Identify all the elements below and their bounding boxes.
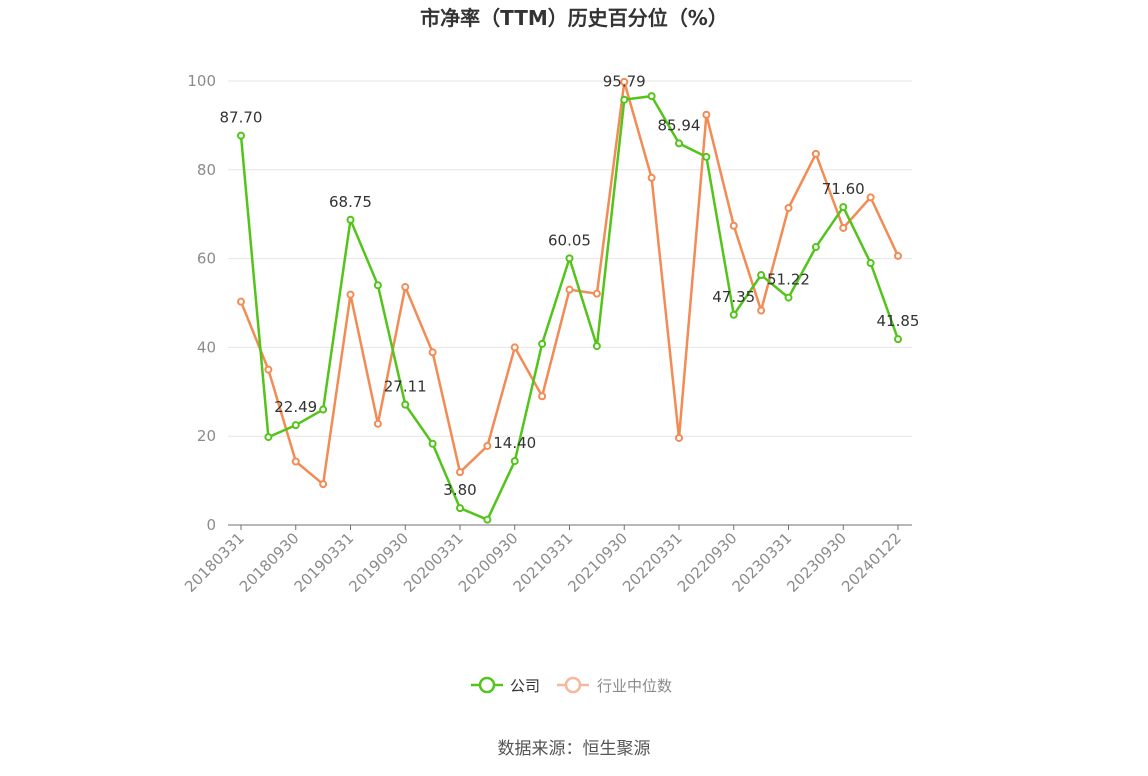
data-point[interactable] — [620, 95, 629, 104]
legend-label: 公司 — [510, 677, 540, 695]
x-axis: 2018033120180930201903312019093020200331… — [181, 524, 912, 596]
data-point[interactable] — [264, 365, 273, 374]
data-point[interactable] — [291, 421, 300, 430]
y-tick-label: 100 — [187, 72, 216, 90]
data-point[interactable] — [319, 480, 328, 489]
y-tick-label: 60 — [197, 250, 216, 268]
data-point[interactable] — [428, 439, 437, 448]
data-point[interactable] — [894, 335, 902, 344]
legend-marker — [564, 676, 582, 694]
x-tick-label: 20240122 — [838, 529, 905, 596]
data-label: 95.79 — [603, 73, 646, 91]
data-label: 68.75 — [329, 193, 372, 211]
data-label: 71.60 — [822, 180, 865, 198]
data-point[interactable] — [456, 468, 464, 477]
data-label: 41.85 — [877, 312, 920, 330]
data-label: 27.11 — [384, 378, 427, 396]
series-lines — [239, 80, 900, 521]
data-point[interactable] — [647, 173, 656, 182]
legend-item-1[interactable]: 行业中位数 — [557, 676, 672, 695]
data-point[interactable] — [538, 392, 547, 401]
data-point[interactable] — [565, 285, 574, 294]
data-point[interactable] — [319, 405, 328, 414]
data-label: 87.70 — [220, 109, 263, 127]
y-tick-label: 0 — [206, 516, 216, 534]
y-tick-label: 40 — [197, 338, 216, 356]
data-label: 85.94 — [658, 116, 701, 134]
data-point[interactable] — [401, 283, 410, 292]
data-label: 47.35 — [712, 288, 755, 306]
data-point[interactable] — [702, 110, 711, 119]
data-point[interactable] — [291, 457, 300, 466]
data-point[interactable] — [894, 251, 902, 260]
y-tick-label: 80 — [197, 161, 216, 179]
data-label: 60.05 — [548, 231, 591, 249]
data-point[interactable] — [784, 203, 793, 212]
data-point[interactable] — [592, 289, 601, 298]
legend: 公司 行业中位数 — [471, 676, 672, 695]
data-point[interactable] — [729, 310, 738, 319]
legend-marker — [478, 676, 496, 694]
y-axis: 0 20 40 60 80 100 — [187, 72, 216, 534]
data-point[interactable] — [428, 348, 437, 357]
data-point[interactable] — [237, 131, 245, 140]
data-point[interactable] — [264, 433, 273, 442]
data-point[interactable] — [866, 193, 875, 202]
chart-title: 市净率（TTM）历史百分位（%） — [420, 6, 728, 30]
data-point[interactable] — [729, 221, 738, 230]
data-point[interactable] — [866, 259, 875, 268]
data-point[interactable] — [510, 457, 519, 466]
data-point[interactable] — [811, 243, 820, 252]
source-note: 数据来源：恒生聚源 — [498, 739, 651, 759]
legend-item-0[interactable]: 公司 — [471, 676, 540, 695]
data-label: 3.80 — [443, 481, 476, 499]
data-point[interactable] — [839, 223, 848, 232]
series-points — [237, 77, 902, 524]
data-point[interactable] — [346, 215, 355, 224]
data-point[interactable] — [456, 504, 464, 513]
data-point[interactable] — [675, 139, 683, 148]
data-labels: 87.70 22.49 68.75 27.11 3.80 14.40 60.05 95.79 8… — [220, 73, 920, 499]
data-label: 51.22 — [767, 271, 810, 289]
data-point[interactable] — [373, 281, 382, 290]
data-point[interactable] — [757, 271, 766, 280]
legend-label: 行业中位数 — [597, 677, 672, 695]
y-tick-label: 20 — [197, 427, 216, 445]
data-point[interactable] — [647, 92, 656, 101]
data-point[interactable] — [675, 433, 683, 442]
data-point[interactable] — [592, 342, 601, 351]
data-point[interactable] — [565, 254, 574, 263]
data-point[interactable] — [237, 297, 245, 306]
data-point[interactable] — [483, 515, 492, 524]
data-label: 14.40 — [493, 434, 536, 452]
data-point[interactable] — [757, 306, 766, 315]
data-label: 22.49 — [274, 398, 317, 416]
data-point[interactable] — [538, 339, 547, 348]
data-point[interactable] — [784, 293, 793, 302]
data-point[interactable] — [702, 152, 711, 161]
data-point[interactable] — [373, 419, 382, 428]
series-line-0 — [239, 94, 900, 521]
data-point[interactable] — [401, 400, 410, 409]
data-point[interactable] — [483, 441, 492, 450]
data-point[interactable] — [510, 343, 519, 352]
data-point[interactable] — [346, 290, 355, 299]
data-point[interactable] — [811, 149, 820, 158]
data-point[interactable] — [620, 77, 629, 86]
data-point[interactable] — [839, 203, 848, 212]
